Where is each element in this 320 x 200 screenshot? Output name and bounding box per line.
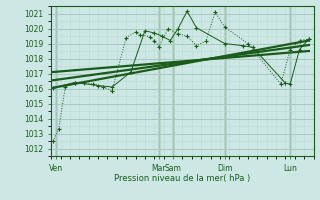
X-axis label: Pression niveau de la mer( hPa ): Pression niveau de la mer( hPa ) xyxy=(114,174,251,183)
